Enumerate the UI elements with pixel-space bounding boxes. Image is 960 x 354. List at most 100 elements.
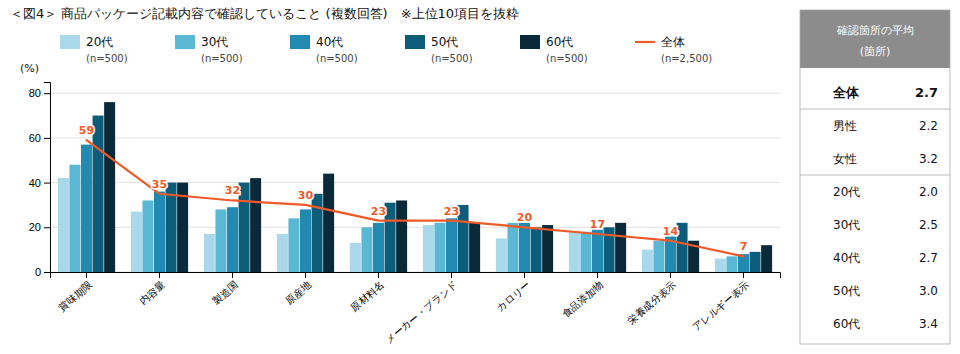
data-label: 59 <box>79 124 94 137</box>
table-label: 50代 <box>833 284 860 298</box>
bar <box>131 212 142 272</box>
table-label: 30代 <box>833 218 860 232</box>
table-row: 女性 3.2 <box>800 152 950 175</box>
table-row: 60代 3.4 <box>833 317 938 331</box>
data-label: 23 <box>371 205 386 218</box>
grid-line <box>50 93 780 94</box>
line <box>87 140 744 256</box>
y-tick-mark <box>44 227 50 228</box>
bar-series <box>81 145 749 272</box>
x-tick-label: 食品添加物 <box>560 279 605 320</box>
x-tick-mark <box>159 272 160 278</box>
bar <box>677 223 688 272</box>
bar <box>204 234 215 272</box>
legend-label: 60代 <box>546 35 573 49</box>
x-tick: 原材料名 <box>349 272 387 313</box>
table-value: 3.0 <box>919 284 938 298</box>
x-axis-line <box>51 273 781 279</box>
bar <box>496 238 507 272</box>
bar <box>569 232 580 272</box>
x-tick-label: 賞味期限 <box>57 279 95 313</box>
bar <box>288 218 299 272</box>
table-label: 女性 <box>833 152 857 166</box>
table-value: 3.4 <box>919 317 938 331</box>
y-tick-mark <box>44 93 50 94</box>
bar-series <box>104 102 772 272</box>
table-row: 40代2.7 <box>833 251 938 265</box>
bar <box>81 145 92 272</box>
y-axis-label: (%) <box>20 62 39 75</box>
x-tick-label: カロリー <box>495 279 533 313</box>
y-tick: 80 <box>29 87 50 99</box>
x-tick: 原産地 <box>283 272 313 307</box>
table-row: 男性 2.2 <box>833 119 938 133</box>
table-row: 30代2.5 <box>833 218 938 232</box>
bar <box>531 227 542 272</box>
legend-label: 50代 <box>431 35 458 49</box>
bar <box>215 209 226 272</box>
x-tick: メーカー・ブランド <box>383 272 459 345</box>
data-label: 30 <box>298 189 314 202</box>
bar <box>580 232 591 272</box>
bar <box>458 205 469 272</box>
bar <box>350 243 361 272</box>
bar <box>58 178 69 272</box>
legend-swatch <box>405 35 425 49</box>
sidebar-header <box>800 10 950 68</box>
data-label: 20 <box>517 211 533 224</box>
data-label: 17 <box>590 218 605 231</box>
y-tick-label: 40 <box>29 177 41 189</box>
legend-note: (n=500) <box>86 53 128 64</box>
bar <box>323 174 334 272</box>
table-value: 2.7 <box>915 85 938 100</box>
bar <box>142 200 153 272</box>
x-tick-mark <box>524 272 525 278</box>
x-tick-label: 栄養成分表示 <box>625 279 678 326</box>
bar <box>434 223 445 272</box>
grid <box>50 93 780 272</box>
legend-note: (n=2,500) <box>661 53 712 64</box>
bar <box>300 209 311 272</box>
x-tick-mark <box>86 272 87 278</box>
bar <box>446 218 457 272</box>
table-label: 男性 <box>833 119 857 133</box>
legend-note: (n=500) <box>316 53 358 64</box>
title: ＜図4＞ 商品パッケージ記載内容で確認していること (複数回答) ※上位10項目… <box>10 6 519 21</box>
bar-series <box>93 116 761 272</box>
legend-swatch <box>290 35 310 49</box>
marks <box>58 102 772 272</box>
x-tick-label: 原産地 <box>283 279 313 307</box>
bar <box>750 252 761 272</box>
bar <box>373 223 384 272</box>
x-axis: 賞味期限内容量製造国原産地原材料名メーカー・ブランドカロリー食品添加物栄養成分表… <box>51 272 781 345</box>
table-value: 2.2 <box>919 119 938 133</box>
table-separator <box>800 175 950 176</box>
y-tick-label: 80 <box>29 87 41 99</box>
legend: 20代(n=500)30代(n=500)40代(n=500)50代(n=500)… <box>60 35 712 64</box>
legend-item: 50代 (n=500) <box>405 35 473 64</box>
y-tick-label: 60 <box>29 132 41 144</box>
bar <box>69 165 80 272</box>
table-value: 3.2 <box>919 152 938 166</box>
y-tick-label: 0 <box>35 266 41 278</box>
x-tick-mark <box>597 272 598 278</box>
y-tick: 60 <box>29 132 50 144</box>
x-tick: 食品添加物 <box>560 272 605 320</box>
bar <box>396 200 407 272</box>
data-label: 23 <box>444 205 459 218</box>
x-tick-label: メーカー・ブランド <box>383 279 459 345</box>
table-label: 60代 <box>833 317 860 331</box>
sidebar-title: 確認箇所の平均 <box>836 24 914 37</box>
bar <box>653 241 664 272</box>
grid-line <box>50 137 780 138</box>
x-tick-mark <box>232 272 233 278</box>
legend-note: (n=500) <box>431 53 473 64</box>
y-tick-mark <box>44 272 50 273</box>
table-value: 2.0 <box>919 185 938 199</box>
legend-item: 40代(n=500) <box>290 35 358 64</box>
legend-note: (n=500) <box>546 53 588 64</box>
x-tick-mark <box>305 272 306 278</box>
legend-item: 20代(n=500) <box>60 35 128 64</box>
bar <box>542 225 553 272</box>
y-axis-line <box>44 83 51 273</box>
